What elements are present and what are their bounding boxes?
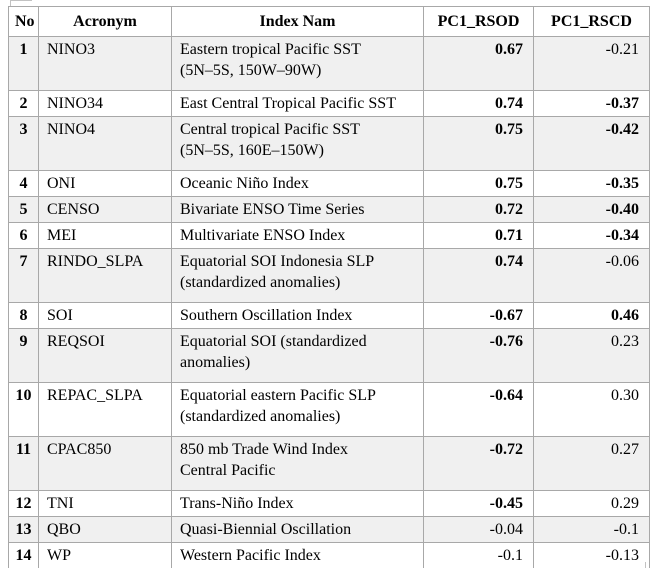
pc1-rsod-cell: -0.76 (423, 328, 534, 383)
pc1-rscd-cell: 0.46 (533, 302, 650, 329)
column-header-no: No (8, 6, 39, 37)
pc1-rsod-cell: 0.75 (423, 116, 534, 171)
row-number-cell: 12 (8, 490, 39, 517)
index-name-cell: Multivariate ENSO Index (171, 222, 424, 249)
index-name-cell: 850 mb Trade Wind Index Central Pacific (171, 436, 424, 491)
climate-index-table: No Acronym Index Nam PC1_RSOD PC1_RSCD 1… (8, 6, 650, 568)
row-number-cell: 6 (8, 222, 39, 249)
row-number-cell: 13 (8, 516, 39, 543)
row-number-cell: 4 (8, 170, 39, 197)
index-name-cell: Equatorial SOI Indonesia SLP (standardiz… (171, 248, 424, 303)
column-header-pc1-rsod: PC1_RSOD (423, 6, 534, 37)
row-number-cell: 3 (8, 116, 39, 171)
acronym-cell: NINO34 (38, 90, 172, 117)
index-name-cell: Bivariate ENSO Time Series (171, 196, 424, 223)
acronym-cell: NINO3 (38, 36, 172, 91)
row-number-cell: 1 (8, 36, 39, 91)
pc1-rscd-cell: 0.29 (533, 490, 650, 517)
pc1-rscd-cell: -0.06 (533, 248, 650, 303)
acronym-cell: RINDO_SLPA (38, 248, 172, 303)
table-row: 1 NINO3 Eastern tropical Pacific SST (5N… (8, 36, 650, 91)
row-number-cell: 8 (8, 302, 39, 329)
row-number-cell: 5 (8, 196, 39, 223)
pc1-rscd-cell: 0.30 (533, 382, 650, 437)
pc1-rscd-cell: -0.42 (533, 116, 650, 171)
table-row: 14 WP Western Pacific Index -0.1 -0.13 (8, 542, 650, 568)
column-header-acronym: Acronym (38, 6, 172, 37)
table-row: 3 NINO4 Central tropical Pacific SST (5N… (8, 116, 650, 171)
column-header-pc1-rscd: PC1_RSCD (533, 6, 650, 37)
row-number-cell: 2 (8, 90, 39, 117)
acronym-cell: SOI (38, 302, 172, 329)
pc1-rsod-cell: -0.67 (423, 302, 534, 329)
pc1-rsod-cell: 0.67 (423, 36, 534, 91)
acronym-cell: CENSO (38, 196, 172, 223)
header-row: No Acronym Index Nam PC1_RSOD PC1_RSCD (8, 6, 650, 37)
pc1-rscd-cell: -0.34 (533, 222, 650, 249)
pc1-rsod-cell: -0.72 (423, 436, 534, 491)
table-row: 4 ONI Oceanic Niño Index 0.75 -0.35 (8, 170, 650, 197)
index-name-cell: Equatorial SOI (standardized anomalies) (171, 328, 424, 383)
index-name-cell: Oceanic Niño Index (171, 170, 424, 197)
row-number-cell: 9 (8, 328, 39, 383)
table-row: 12 TNI Trans-Niño Index -0.45 0.29 (8, 490, 650, 517)
crop-fragment-top-left-horizontal (10, 0, 32, 1)
table-row: 2 NINO34 East Central Tropical Pacific S… (8, 90, 650, 117)
acronym-cell: TNI (38, 490, 172, 517)
index-name-cell: Central tropical Pacific SST (5N–5S, 160… (171, 116, 424, 171)
acronym-cell: CPAC850 (38, 436, 172, 491)
pc1-rsod-cell: -0.04 (423, 516, 534, 543)
table-row: 9 REQSOI Equatorial SOI (standardized an… (8, 328, 650, 383)
table-row: 7 RINDO_SLPA Equatorial SOI Indonesia SL… (8, 248, 650, 303)
index-name-cell: Southern Oscillation Index (171, 302, 424, 329)
pc1-rscd-cell: -0.21 (533, 36, 650, 91)
row-number-cell: 10 (8, 382, 39, 437)
pc1-rscd-cell: -0.35 (533, 170, 650, 197)
pc1-rsod-cell: 0.71 (423, 222, 534, 249)
table-row: 13 QBO Quasi-Biennial Oscillation -0.04 … (8, 516, 650, 543)
pc1-rscd-cell: -0.13 (533, 542, 650, 568)
acronym-cell: NINO4 (38, 116, 172, 171)
index-name-cell: Eastern tropical Pacific SST (5N–5S, 150… (171, 36, 424, 91)
index-name-cell: Western Pacific Index (171, 542, 424, 568)
pc1-rscd-cell: -0.37 (533, 90, 650, 117)
pc1-rscd-cell: 0.27 (533, 436, 650, 491)
table-row: 8 SOI Southern Oscillation Index -0.67 0… (8, 302, 650, 329)
acronym-cell: REQSOI (38, 328, 172, 383)
pc1-rscd-cell: -0.1 (533, 516, 650, 543)
pc1-rsod-cell: 0.74 (423, 90, 534, 117)
index-name-cell: East Central Tropical Pacific SST (171, 90, 424, 117)
acronym-cell: WP (38, 542, 172, 568)
table-row: 11 CPAC850 850 mb Trade Wind Index Centr… (8, 436, 650, 491)
row-number-cell: 7 (8, 248, 39, 303)
table-row: 6 MEI Multivariate ENSO Index 0.71 -0.34 (8, 222, 650, 249)
pc1-rscd-cell: 0.23 (533, 328, 650, 383)
index-name-cell: Trans-Niño Index (171, 490, 424, 517)
acronym-cell: MEI (38, 222, 172, 249)
table-row: 10 REPAC_SLPA Equatorial eastern Pacific… (8, 382, 650, 437)
row-number-cell: 11 (8, 436, 39, 491)
pc1-rsod-cell: -0.64 (423, 382, 534, 437)
crop-fragment-top-left-vertical (10, 0, 11, 6)
pc1-rscd-cell: -0.40 (533, 196, 650, 223)
pc1-rsod-cell: -0.1 (423, 542, 534, 568)
acronym-cell: REPAC_SLPA (38, 382, 172, 437)
row-number-cell: 14 (8, 542, 39, 568)
table-row: 5 CENSO Bivariate ENSO Time Series 0.72 … (8, 196, 650, 223)
index-name-cell: Quasi-Biennial Oscillation (171, 516, 424, 543)
acronym-cell: ONI (38, 170, 172, 197)
pc1-rsod-cell: 0.72 (423, 196, 534, 223)
acronym-cell: QBO (38, 516, 172, 543)
index-name-cell: Equatorial eastern Pacific SLP (standard… (171, 382, 424, 437)
pc1-rsod-cell: -0.45 (423, 490, 534, 517)
column-header-index-name: Index Nam (171, 6, 424, 37)
pc1-rsod-cell: 0.75 (423, 170, 534, 197)
pc1-rsod-cell: 0.74 (423, 248, 534, 303)
